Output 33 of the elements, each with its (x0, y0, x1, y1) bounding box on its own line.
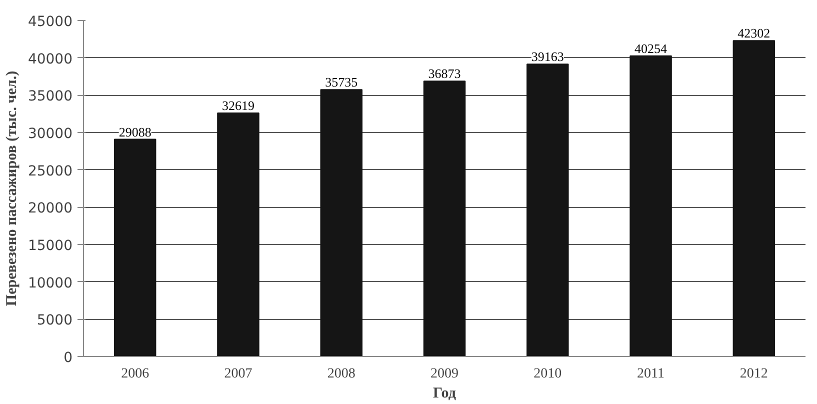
data-label: 36873 (428, 66, 461, 82)
data-label: 29088 (118, 124, 152, 140)
x-axis-title: Год (433, 386, 456, 402)
data-label: 32619 (222, 98, 254, 113)
bar (114, 138, 156, 356)
bar (630, 55, 672, 356)
bar (320, 89, 362, 356)
bar (732, 40, 776, 356)
bar (526, 64, 569, 356)
data-label: 40254 (634, 40, 668, 56)
y-tick-label: 15000 (28, 238, 73, 254)
y-tick-label: 10000 (28, 275, 73, 292)
x-tick-label: 2010 (534, 366, 562, 382)
data-label: 39163 (531, 49, 564, 64)
y-tick-label: 40000 (28, 51, 73, 68)
bar (423, 80, 466, 356)
y-tick-label: 0 (64, 350, 73, 366)
x-tick-label: 2012 (740, 366, 768, 382)
x-tick-label: 2007 (224, 366, 252, 382)
y-tick-label: 20000 (28, 200, 73, 217)
y-tick-label: 25000 (28, 163, 73, 180)
x-tick-label: 2006 (121, 366, 150, 382)
y-tick-label: 5000 (36, 312, 73, 329)
y-tick-label: 35000 (28, 88, 73, 105)
data-label: 42302 (738, 26, 770, 41)
x-tick-label: 2008 (327, 366, 356, 382)
y-tick-label: 45000 (28, 14, 73, 30)
x-tick-label: 2009 (430, 366, 458, 382)
bar (217, 112, 260, 356)
data-label: 35735 (325, 74, 358, 90)
x-tick-label: 2011 (637, 366, 665, 382)
y-tick-label: 30000 (28, 126, 73, 142)
y-axis-title: Перевезено пассажиров (тыс. чел.) (4, 70, 20, 306)
